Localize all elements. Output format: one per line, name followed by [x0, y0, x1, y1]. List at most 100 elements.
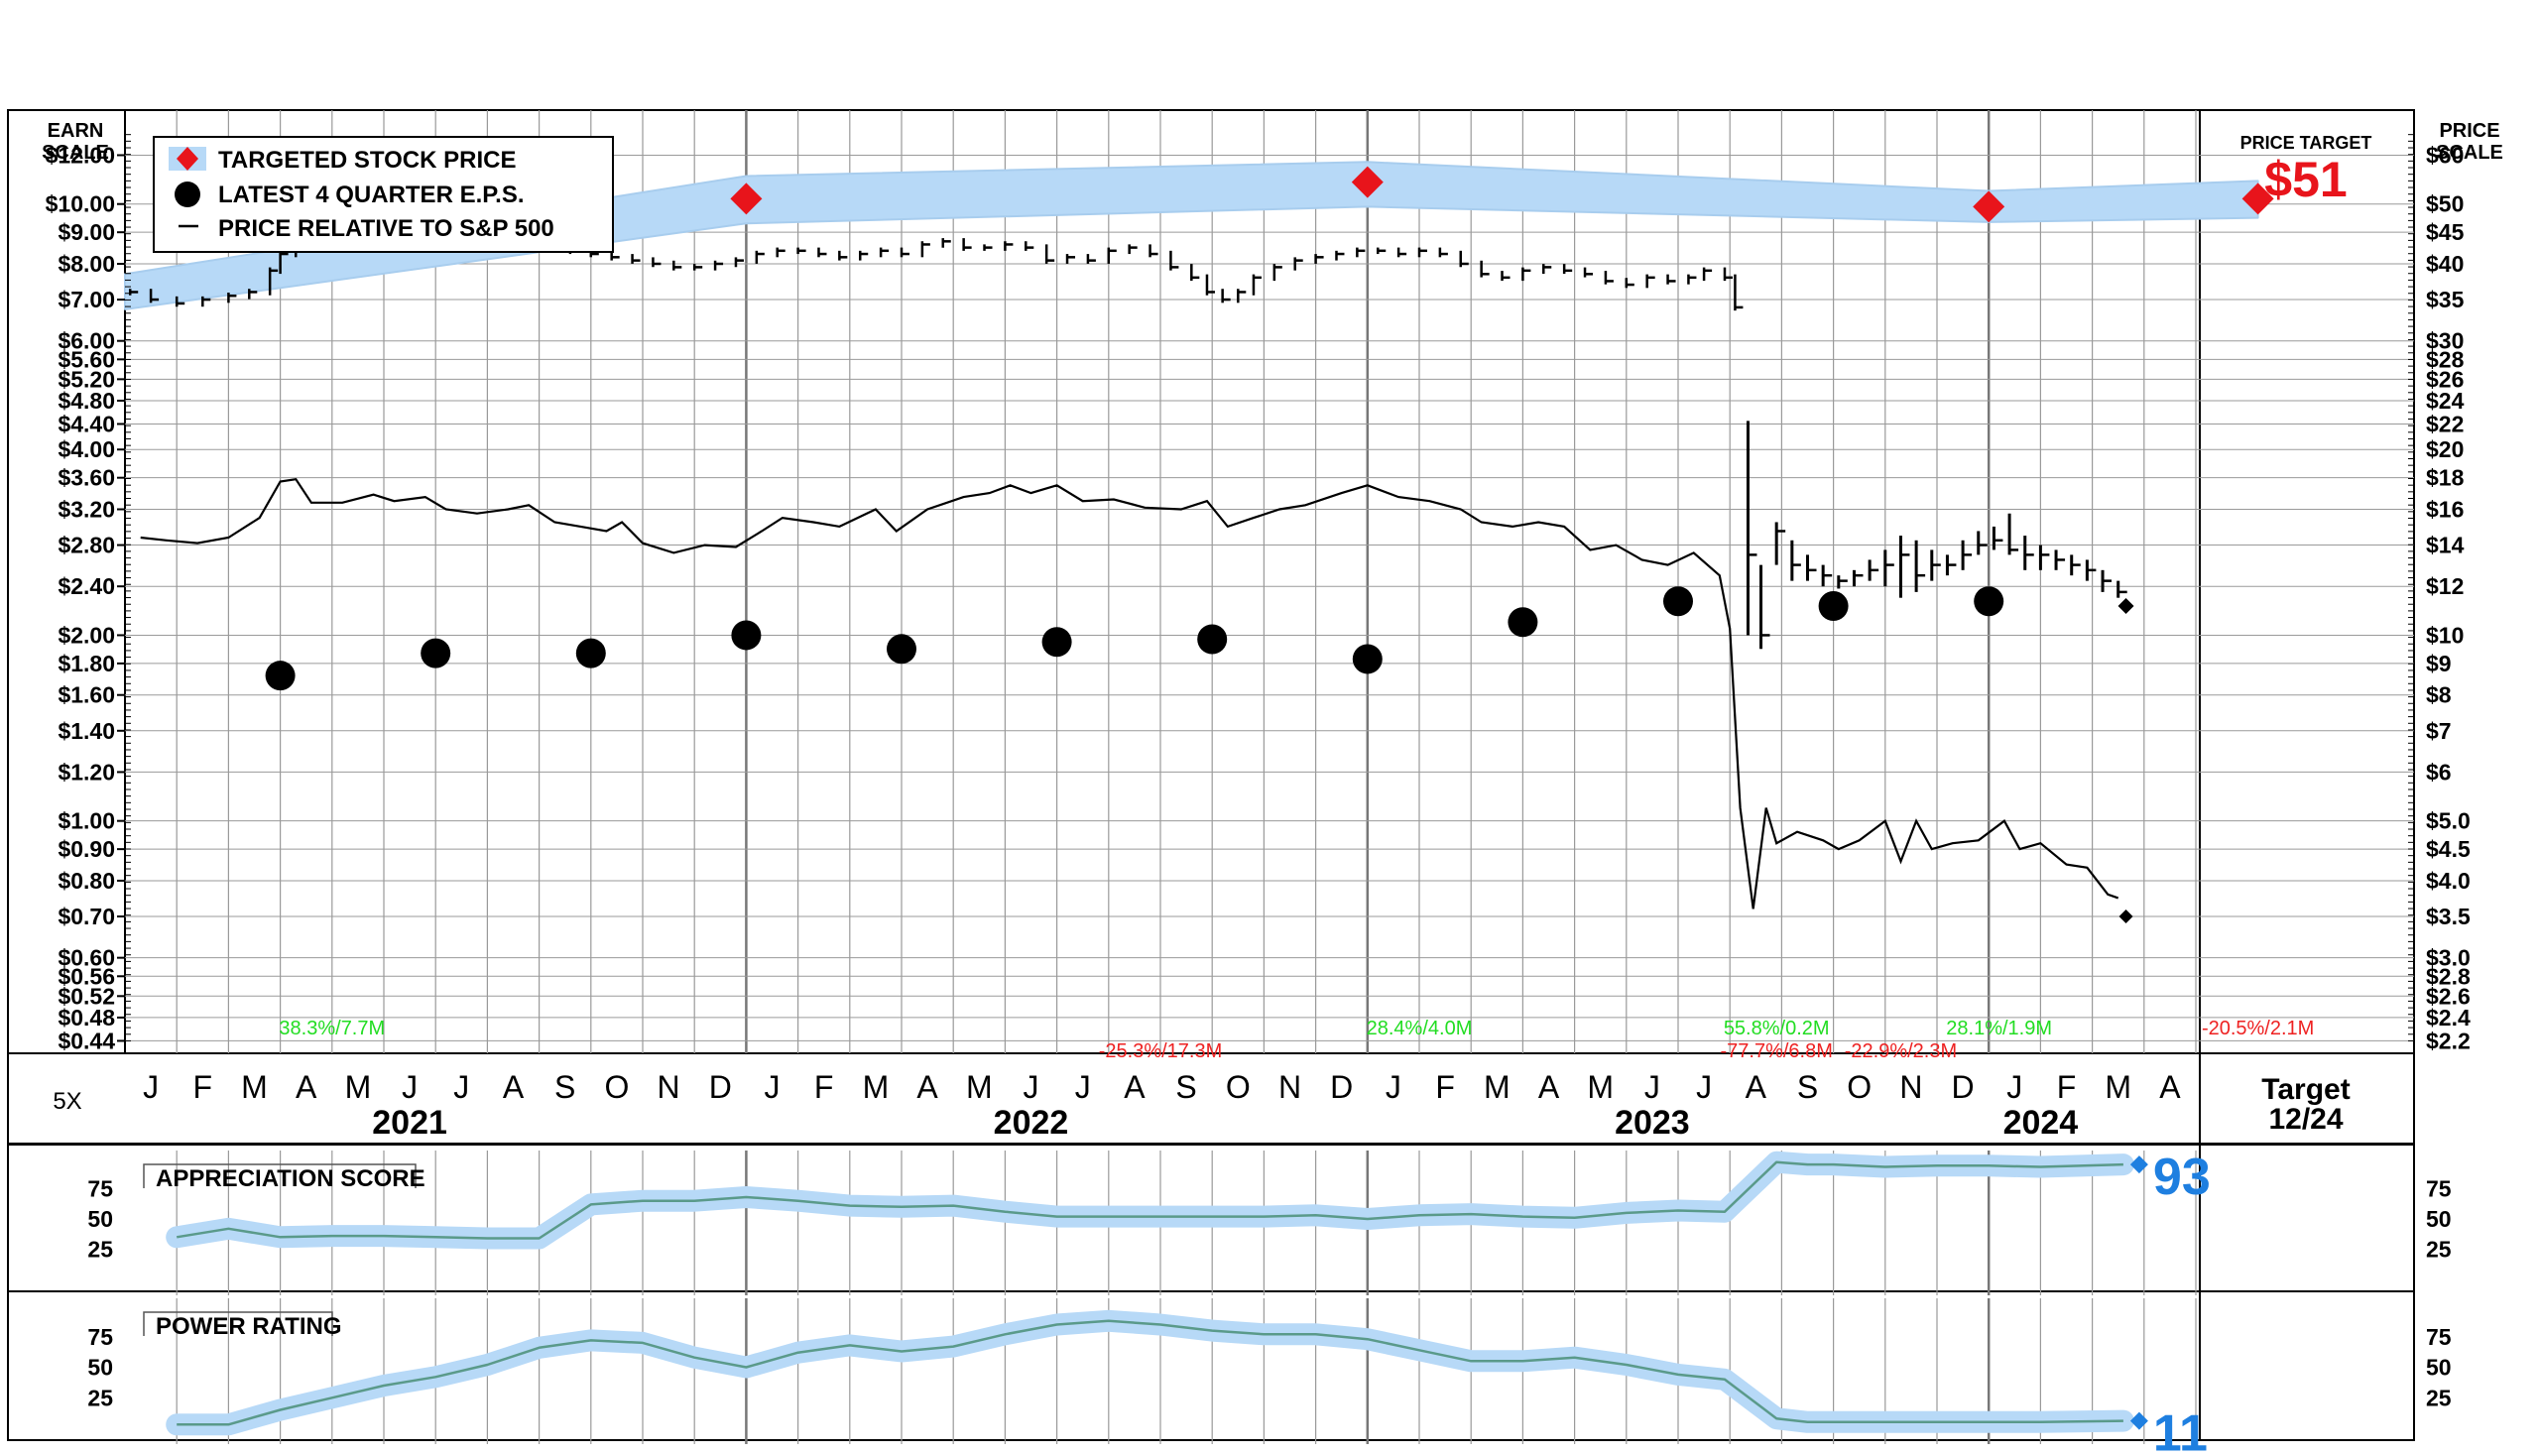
- month-label: O: [604, 1069, 629, 1105]
- relative-strength-series: [140, 478, 2133, 924]
- month-label: A: [916, 1069, 938, 1105]
- earn-scale-label: EARN: [48, 120, 104, 142]
- power_rating-title-box: [143, 1311, 333, 1336]
- month-label: F: [1435, 1069, 1455, 1105]
- appreciation_score-tick-right: 50: [2426, 1206, 2452, 1232]
- price-tick-label: $20: [2426, 436, 2464, 462]
- year-label: 2021: [372, 1104, 447, 1142]
- price-tick-label: $45: [2426, 219, 2465, 245]
- eps-dot: [575, 638, 606, 668]
- eps-tick-label: $1.20: [58, 759, 115, 785]
- volume-annotation: 38.3%/7.7M: [279, 1018, 385, 1039]
- eps-tick-label: $0.48: [58, 1005, 115, 1031]
- price-tick-label: $26: [2426, 366, 2464, 392]
- eps-tick-label: $0.52: [58, 983, 115, 1009]
- eps-tick-label: $0.70: [58, 904, 115, 929]
- eps-tick-label: $8.00: [58, 251, 115, 277]
- power_rating-band: [166, 1309, 2134, 1436]
- price-tick-label: $10: [2426, 622, 2464, 648]
- targeted-price-series: [730, 166, 2274, 223]
- month-label: A: [296, 1069, 317, 1105]
- eps-tick-label: $1.60: [58, 682, 115, 708]
- month-label: J: [143, 1069, 159, 1105]
- volume-annotation: -22.9%/2.3M: [1845, 1040, 1957, 1062]
- month-label: O: [1847, 1069, 1872, 1105]
- month-label: J: [1024, 1069, 1039, 1105]
- eps-tick-label: $3.20: [58, 496, 115, 522]
- price-target-label: PRICE TARGET: [2240, 133, 2372, 153]
- target-diamond: [2241, 182, 2274, 215]
- month-label: M: [966, 1069, 993, 1105]
- legend-label-relative: PRICE RELATIVE TO S&P 500: [218, 215, 554, 242]
- month-label: J: [2006, 1069, 2022, 1105]
- month-label: A: [2159, 1069, 2181, 1105]
- price-tick-label: $18: [2426, 465, 2465, 491]
- price-tick-label: $4.5: [2426, 836, 2471, 862]
- eps-tick-label: $0.80: [58, 868, 115, 894]
- target-column-label: Target: [2261, 1073, 2350, 1106]
- eps-dot: [421, 638, 451, 668]
- month-label: J: [453, 1069, 469, 1105]
- eps-dot: [1508, 607, 1538, 638]
- eps-series: [265, 586, 2004, 691]
- legend-box: [153, 136, 614, 253]
- eps-tick-label: $5.60: [58, 346, 115, 372]
- appreciation_score-band: [166, 1151, 2134, 1250]
- month-label: S: [1175, 1069, 1196, 1105]
- eps-dot: [887, 634, 916, 665]
- volume-annotation: -25.3%/17.3M: [1099, 1040, 1223, 1062]
- price-tick-label: $50: [2426, 191, 2464, 217]
- month-label: M: [1587, 1069, 1614, 1105]
- eps-tick-label: $1.40: [58, 718, 115, 744]
- year-label: 2023: [1615, 1104, 1690, 1142]
- relative-end-marker: [2118, 910, 2133, 924]
- score-panels: 75 75 50 50 25 25 APPRECIATION SCORE 93 75 75 50 50…: [87, 1149, 2451, 1456]
- month-label: N: [1278, 1069, 1301, 1105]
- eps-axis: $12.00 $10.00$9.00 $8.00 $7.00 $6.00$5.60$5.…: [46, 134, 2414, 1053]
- eps-tick-label: $0.60: [58, 945, 115, 971]
- black-dot-icon: [175, 182, 200, 207]
- price-tick-label: $16: [2426, 496, 2464, 522]
- price-tick-label: $35: [2426, 287, 2465, 312]
- month-label: J: [1644, 1069, 1660, 1105]
- eps-dot: [265, 661, 296, 691]
- eps-dot: [1818, 591, 1849, 622]
- power_rating-tick-left: 50: [87, 1355, 113, 1381]
- target-diamond: [1973, 190, 2005, 223]
- eps-tick-label: $7.00: [58, 287, 115, 312]
- power_rating-tick-left: 25: [87, 1385, 113, 1410]
- volume-annotations: 38.3%/7.7M -25.3%/17.3M 28.4%/4.0M 55.8%/0.…: [279, 1018, 2314, 1062]
- eps-dot: [1352, 644, 1383, 674]
- price-tick-label: $2.4: [2426, 1005, 2471, 1031]
- eps-dot: [1974, 586, 2004, 617]
- month-label: N: [658, 1069, 680, 1105]
- volume-annotation: 28.4%/4.0M: [1367, 1018, 1473, 1039]
- volume-annotation: 55.8%/0.2M: [1724, 1018, 1830, 1039]
- eps-tick-label: $9.00: [58, 219, 115, 245]
- current-price-marker: [2117, 598, 2134, 615]
- price-tick-label: $9: [2426, 651, 2452, 676]
- month-label: M: [1484, 1069, 1511, 1105]
- power_rating-tick-right: 75: [2426, 1324, 2452, 1350]
- power_rating-tick-left: 75: [87, 1324, 113, 1350]
- eps-dot: [1041, 627, 1072, 658]
- eps-dot: [1197, 624, 1228, 655]
- eps-tick-label: $2.80: [58, 533, 115, 558]
- month-label: D: [1330, 1069, 1353, 1105]
- power_rating-end-marker: [2129, 1411, 2148, 1430]
- price-scale-label: PRICE: [2439, 120, 2499, 142]
- volume-annotation: -77.7%/6.8M: [1720, 1040, 1832, 1062]
- price-tick-label: $2.6: [2426, 983, 2471, 1009]
- legend: TARGETED STOCK PRICE LATEST 4 QUARTER E.…: [153, 136, 614, 253]
- appreciation_score-current-value: 93: [2153, 1149, 2211, 1206]
- appreciation_score-tick-left: 75: [87, 1176, 113, 1202]
- price-tick-label: $14: [2426, 533, 2465, 558]
- eps-tick-label: $2.00: [58, 622, 115, 648]
- target-column-date: 12/24: [2268, 1103, 2343, 1136]
- month-label: J: [1696, 1069, 1712, 1105]
- eps-tick-label: $3.60: [58, 465, 115, 491]
- eps-tick-label: $0.90: [58, 836, 115, 862]
- eps-dot: [1663, 586, 1693, 617]
- month-label: M: [241, 1069, 268, 1105]
